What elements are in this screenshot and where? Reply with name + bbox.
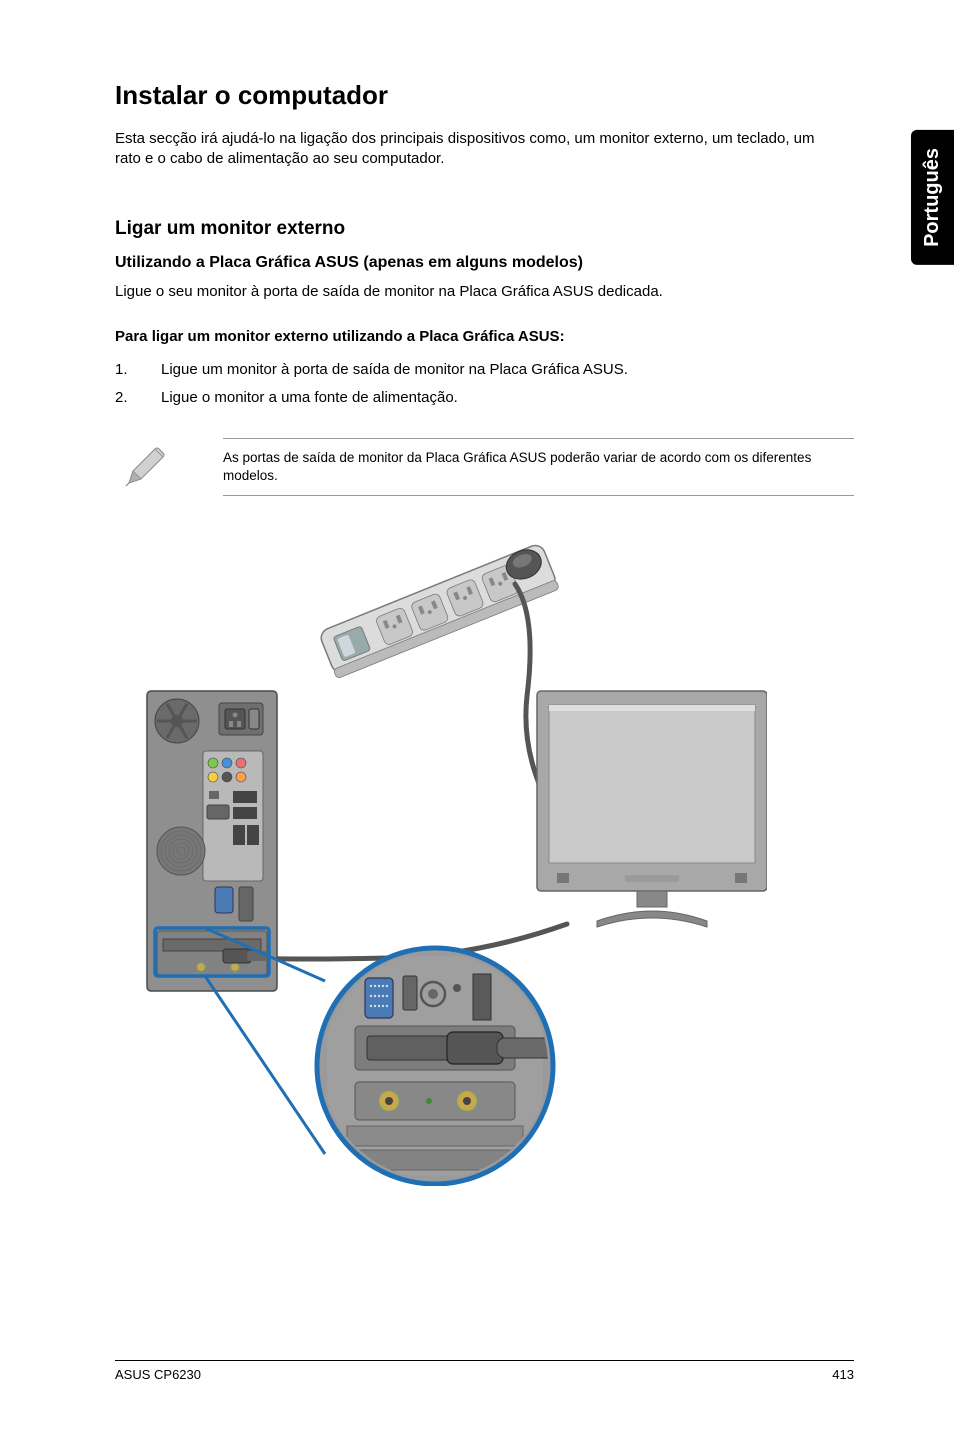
steps-heading: Para ligar um monitor externo utilizando…: [115, 328, 854, 345]
step-item: Ligue o monitor a uma fonte de alimentaç…: [115, 387, 854, 410]
page-footer: ASUS CP6230 413: [115, 1360, 854, 1382]
step-item: Ligue um monitor à porta de saída de mon…: [115, 359, 854, 382]
page-title: Instalar o computador: [115, 80, 854, 111]
footer-product: ASUS CP6230: [115, 1367, 201, 1382]
note-text: As portas de saída de monitor da Placa G…: [223, 438, 854, 496]
page-content: Instalar o computador Esta secção irá aj…: [0, 0, 954, 1438]
section-heading: Ligar um monitor externo: [115, 218, 854, 240]
section-subheading: Utilizando a Placa Gráfica ASUS (apenas …: [115, 254, 854, 272]
intro-paragraph: Esta secção irá ajudá-lo na ligação dos …: [115, 129, 825, 170]
steps-list: Ligue um monitor à porta de saída de mon…: [115, 359, 854, 410]
pencil-icon: [119, 443, 171, 491]
footer-page-number: 413: [832, 1367, 854, 1382]
section-lead: Ligue o seu monitor à porta de saída de …: [115, 282, 854, 302]
note-box: As portas de saída de monitor da Placa G…: [119, 438, 854, 496]
connection-diagram: [127, 526, 767, 1186]
